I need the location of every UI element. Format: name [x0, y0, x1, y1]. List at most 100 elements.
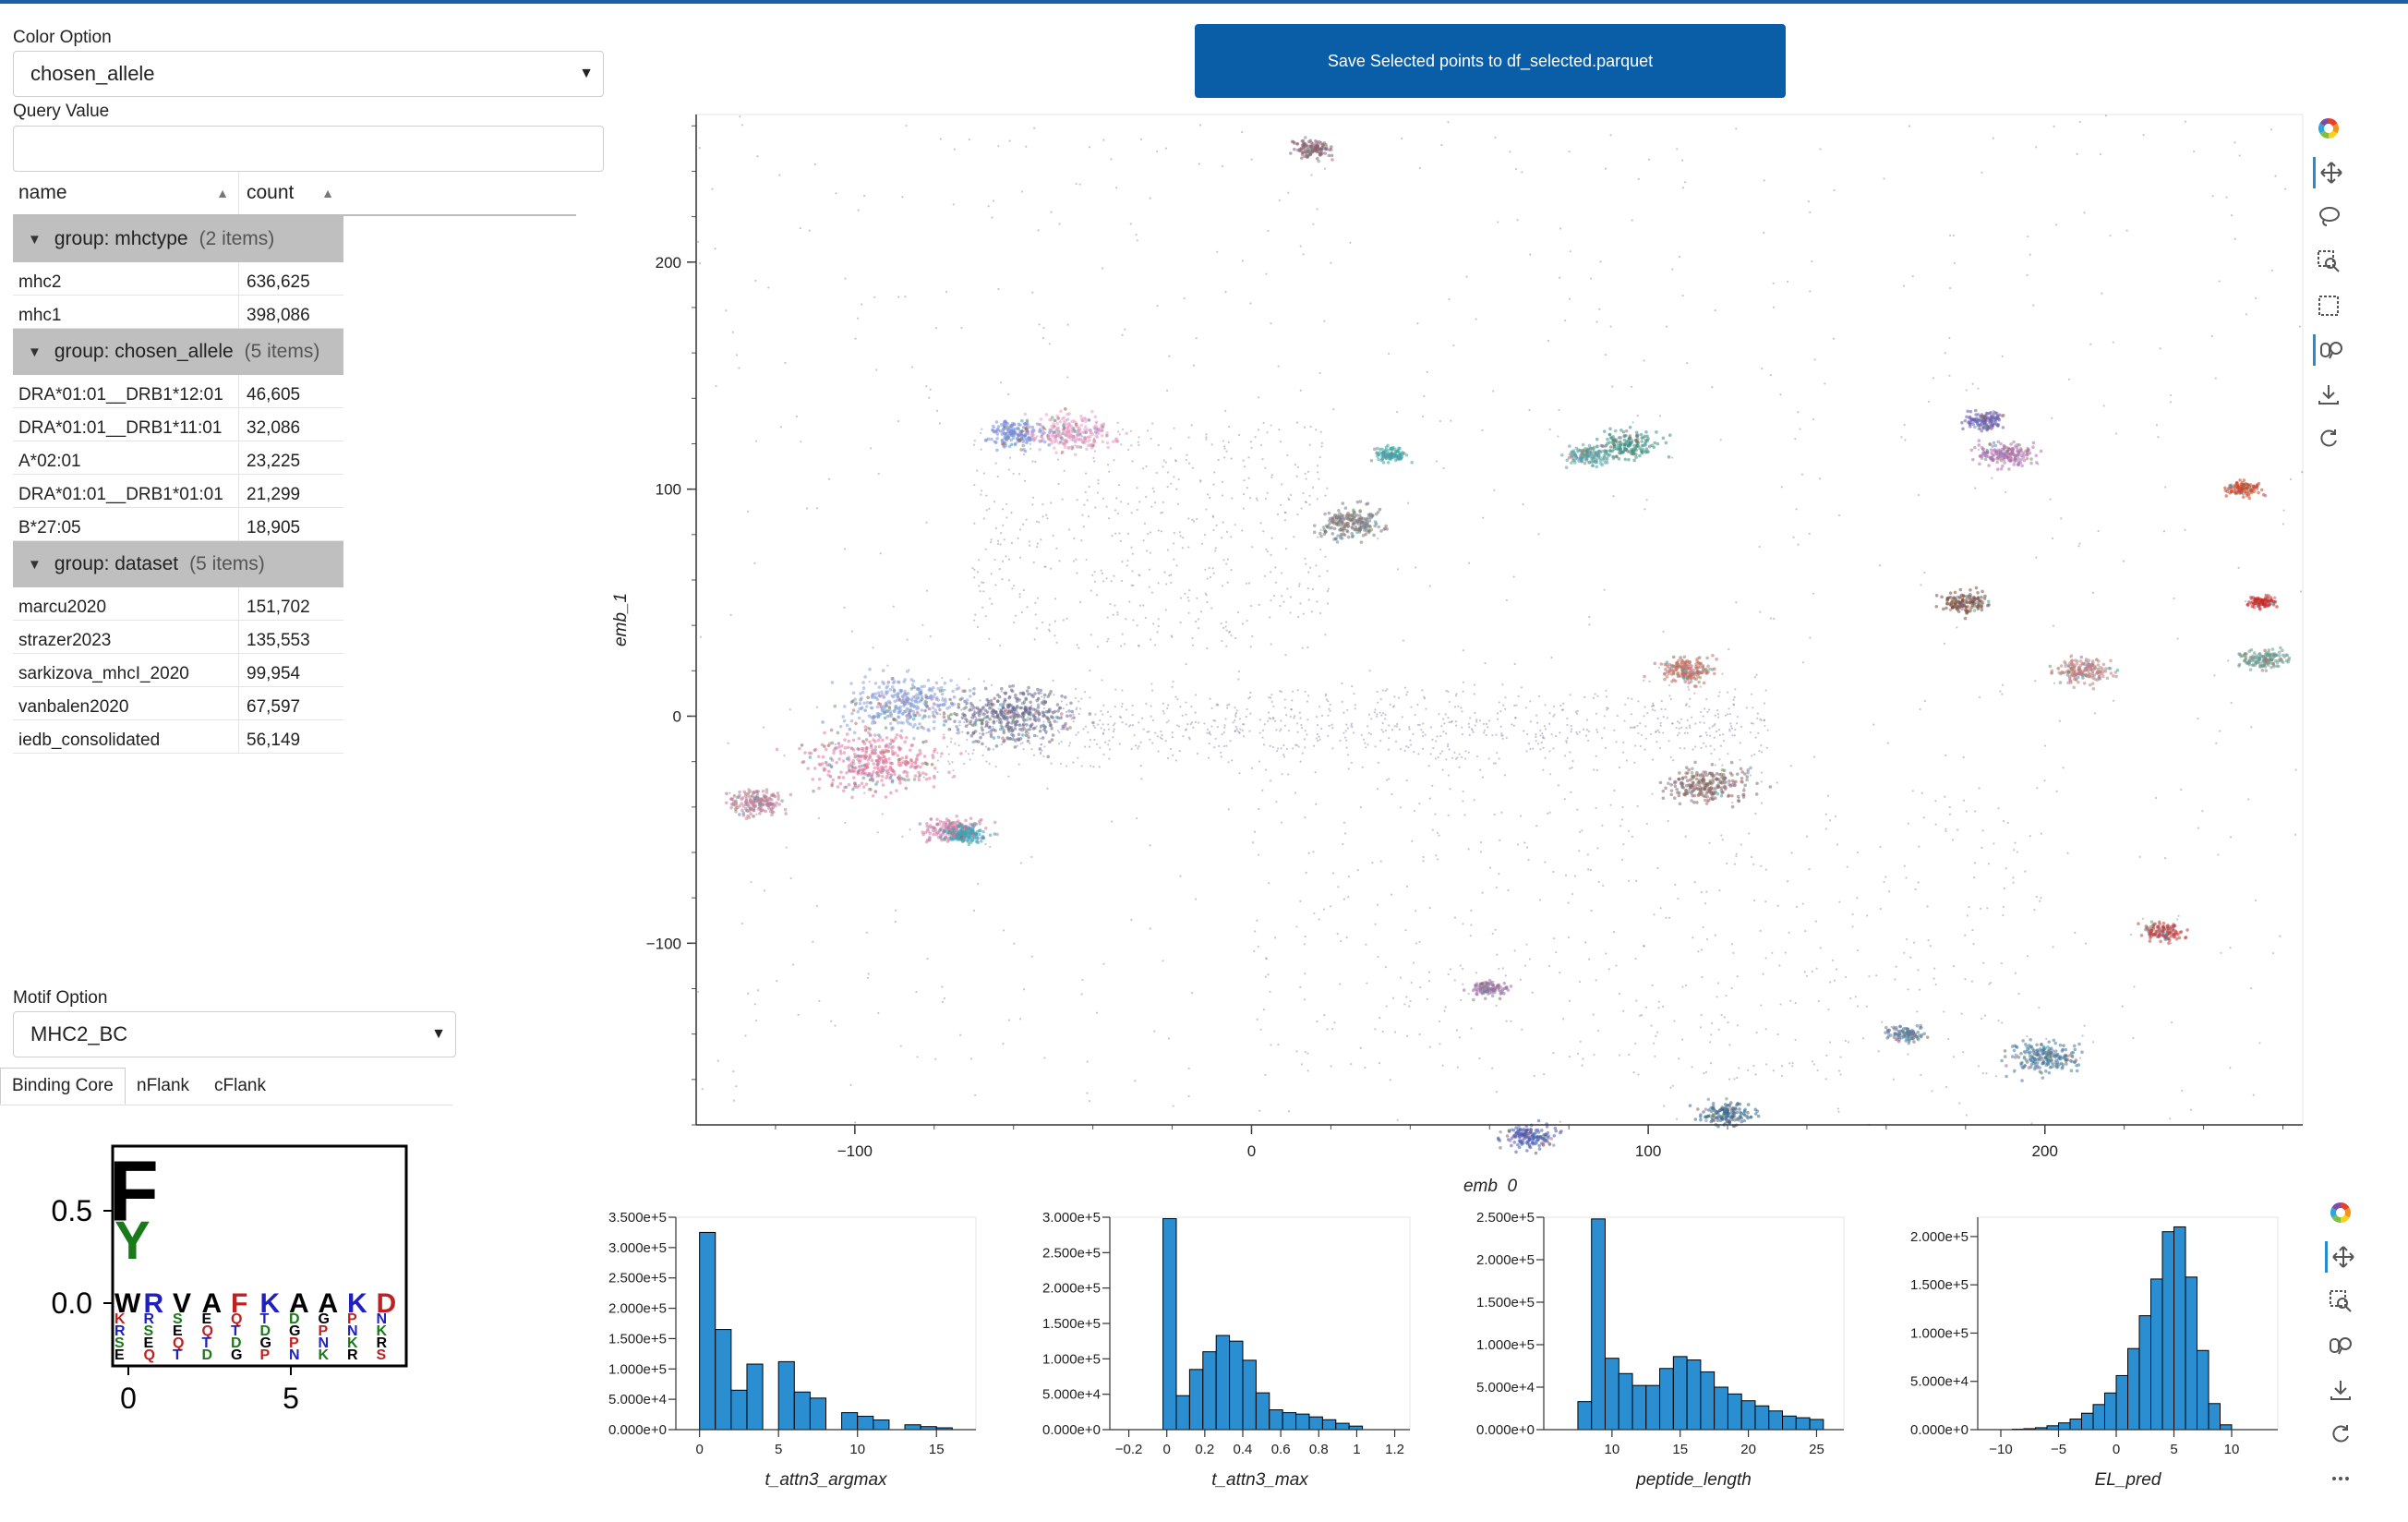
- logo-x-tick-label: 0: [120, 1382, 137, 1408]
- table-row[interactable]: mhc2 636,625: [13, 262, 343, 296]
- group-label: group: chosen_allele: [54, 341, 234, 362]
- hist-bar: [1229, 1340, 1244, 1431]
- x-axis-label: emb_0: [1463, 1177, 1518, 1191]
- save-icon[interactable]: [2325, 1374, 2356, 1406]
- logo-letter-minor: G: [289, 1323, 300, 1339]
- wheel-zoom-icon[interactable]: [2313, 334, 2347, 366]
- table-row[interactable]: A*02:01 23,225: [13, 441, 343, 475]
- table-row[interactable]: DRA*01:01__DRB1*11:01 32,086: [13, 408, 343, 441]
- query-value-input[interactable]: [13, 126, 604, 172]
- cell-name: B*27:05: [18, 518, 81, 538]
- collapse-triangle-icon[interactable]: ▼: [28, 344, 42, 360]
- tab-nflank[interactable]: nFlank: [137, 1076, 190, 1095]
- header-name-label: name: [18, 182, 67, 203]
- hist-bar: [1269, 1409, 1283, 1431]
- logo-letter-minor: D: [202, 1347, 213, 1363]
- hist-y-tick-label: 1.000e+5: [1910, 1325, 1969, 1341]
- logo-letter-minor: S: [114, 1335, 125, 1351]
- hist-y-tick-label: 2.000e+5: [1476, 1252, 1535, 1268]
- reset-icon[interactable]: [2325, 1419, 2356, 1450]
- collapse-triangle-icon[interactable]: ▼: [28, 231, 42, 248]
- logo-letter-minor: N: [319, 1335, 330, 1351]
- more-icon[interactable]: [2325, 1463, 2356, 1494]
- logo-y-tick-label: 0.5: [52, 1194, 92, 1227]
- x-tick-label: −100: [837, 1142, 873, 1160]
- group-count: (5 items): [244, 341, 320, 362]
- hist-bar: [2127, 1347, 2140, 1431]
- header-count[interactable]: count ▲: [238, 172, 343, 214]
- plot-area[interactable]: [695, 114, 2304, 1126]
- cell-name: mhc1: [18, 306, 62, 325]
- hist-x-tick-label: 10: [2224, 1442, 2240, 1457]
- box-zoom-icon[interactable]: [2325, 1286, 2356, 1317]
- cell-count: 18,905: [238, 508, 343, 540]
- logo-letter-minor: N: [377, 1311, 388, 1327]
- save-icon[interactable]: [2313, 379, 2344, 410]
- table-row[interactable]: sarkizova_mhcI_2020 99,954: [13, 654, 343, 687]
- hist-y-tick-label: 1.500e+5: [608, 1331, 667, 1347]
- hist-bar: [699, 1231, 716, 1431]
- pan-icon[interactable]: [2325, 1241, 2359, 1273]
- hist-bar: [1162, 1218, 1177, 1431]
- reset-icon[interactable]: [2313, 423, 2344, 454]
- hist-bar: [1740, 1400, 1756, 1431]
- cell-count: 151,702: [238, 587, 343, 620]
- logo-letter-minor: E: [173, 1323, 183, 1339]
- hist-y-tick-label: 0.000e+0: [608, 1422, 667, 1438]
- table-row[interactable]: DRA*01:01__DRB1*01:01 21,299: [13, 475, 343, 508]
- hist-y-tick-label: 1.000e+5: [1476, 1337, 1535, 1353]
- table-header: name ▲ count ▲: [13, 172, 576, 216]
- query-value-label: Query Value: [13, 102, 110, 121]
- hist-bar: [841, 1412, 859, 1431]
- save-selected-button[interactable]: Save Selected points to df_selected.parq…: [1195, 24, 1786, 98]
- logo-letter-minor: E: [144, 1335, 154, 1351]
- header-name[interactable]: name ▲: [18, 172, 238, 214]
- collapse-triangle-icon[interactable]: ▼: [28, 556, 42, 573]
- table-row[interactable]: vanbalen2020 67,597: [13, 687, 343, 720]
- hist-y-tick-label: 5.000e+4: [1042, 1387, 1101, 1403]
- pan-icon[interactable]: [2313, 157, 2347, 188]
- hist-x-tick-label: 0.2: [1195, 1442, 1214, 1457]
- hist-y-tick-label: 0.000e+0: [1476, 1422, 1535, 1438]
- box-select-icon[interactable]: [2313, 290, 2344, 321]
- hist-bar: [1282, 1412, 1297, 1431]
- logo-letter: A: [289, 1288, 309, 1319]
- sort-icon[interactable]: ▲: [216, 186, 229, 200]
- hist-bar: [1215, 1335, 1231, 1431]
- table-row[interactable]: marcu2020 151,702: [13, 587, 343, 621]
- sort-icon[interactable]: ▲: [321, 186, 334, 200]
- box-zoom-icon[interactable]: [2313, 246, 2344, 277]
- hist-y-tick-label: 3.000e+5: [1042, 1210, 1101, 1226]
- lasso-icon[interactable]: [2313, 201, 2344, 233]
- group-header[interactable]: ▼ group: dataset (5 items): [13, 541, 343, 587]
- table-row[interactable]: strazer2023 135,553: [13, 621, 343, 654]
- wheel-zoom-icon[interactable]: [2325, 1330, 2356, 1361]
- cell-count: 67,597: [238, 687, 343, 719]
- group-label: group: dataset: [54, 553, 179, 574]
- hist-bar: [746, 1363, 764, 1431]
- logo-letter-minor: T: [173, 1347, 182, 1363]
- hist-bar: [2185, 1276, 2197, 1431]
- group-header[interactable]: ▼ group: mhctype (2 items): [13, 216, 343, 262]
- table-row[interactable]: B*27:05 18,905: [13, 508, 343, 541]
- scatter-plot[interactable]: −100 0 100 200 200 100 0 −100 emb_0 emb_1: [600, 102, 2318, 1191]
- hist-x-tick-label: 0.8: [1309, 1442, 1329, 1457]
- hist-y-tick-label: 1.000e+5: [1042, 1351, 1101, 1367]
- tab-binding-core[interactable]: Binding Core: [0, 1068, 126, 1105]
- hist-bar: [2069, 1419, 2082, 1431]
- motif-option-select[interactable]: MHC2_BC ▼: [13, 1011, 456, 1057]
- dropdown-arrow-icon: ▼: [579, 66, 594, 81]
- logo-letter-minor: D: [231, 1335, 242, 1351]
- hist-x-tick-label: 5: [2170, 1442, 2177, 1457]
- x-tick-label: 100: [1635, 1142, 1661, 1160]
- sequence-logo: 0.5 0.0 0 5 F Y WKRSERRSEQVSEQTAEQTDFQTD…: [52, 1144, 408, 1408]
- table-row[interactable]: DRA*01:01__DRB1*12:01 46,605: [13, 375, 343, 408]
- hist-x-tick-label: 15: [1672, 1442, 1688, 1457]
- histogram: 3.500e+5 3.000e+5 2.500e+5 2.000e+5 1.500e+5…: [608, 1210, 977, 1490]
- tab-cflank[interactable]: cFlank: [214, 1076, 266, 1095]
- table-row[interactable]: iedb_consolidated 56,149: [13, 720, 343, 754]
- table-row[interactable]: mhc1 398,086: [13, 296, 343, 329]
- color-option-select[interactable]: chosen_allele ▼: [13, 51, 604, 97]
- hist-bar: [2115, 1374, 2128, 1431]
- group-header[interactable]: ▼ group: chosen_allele (5 items): [13, 329, 343, 375]
